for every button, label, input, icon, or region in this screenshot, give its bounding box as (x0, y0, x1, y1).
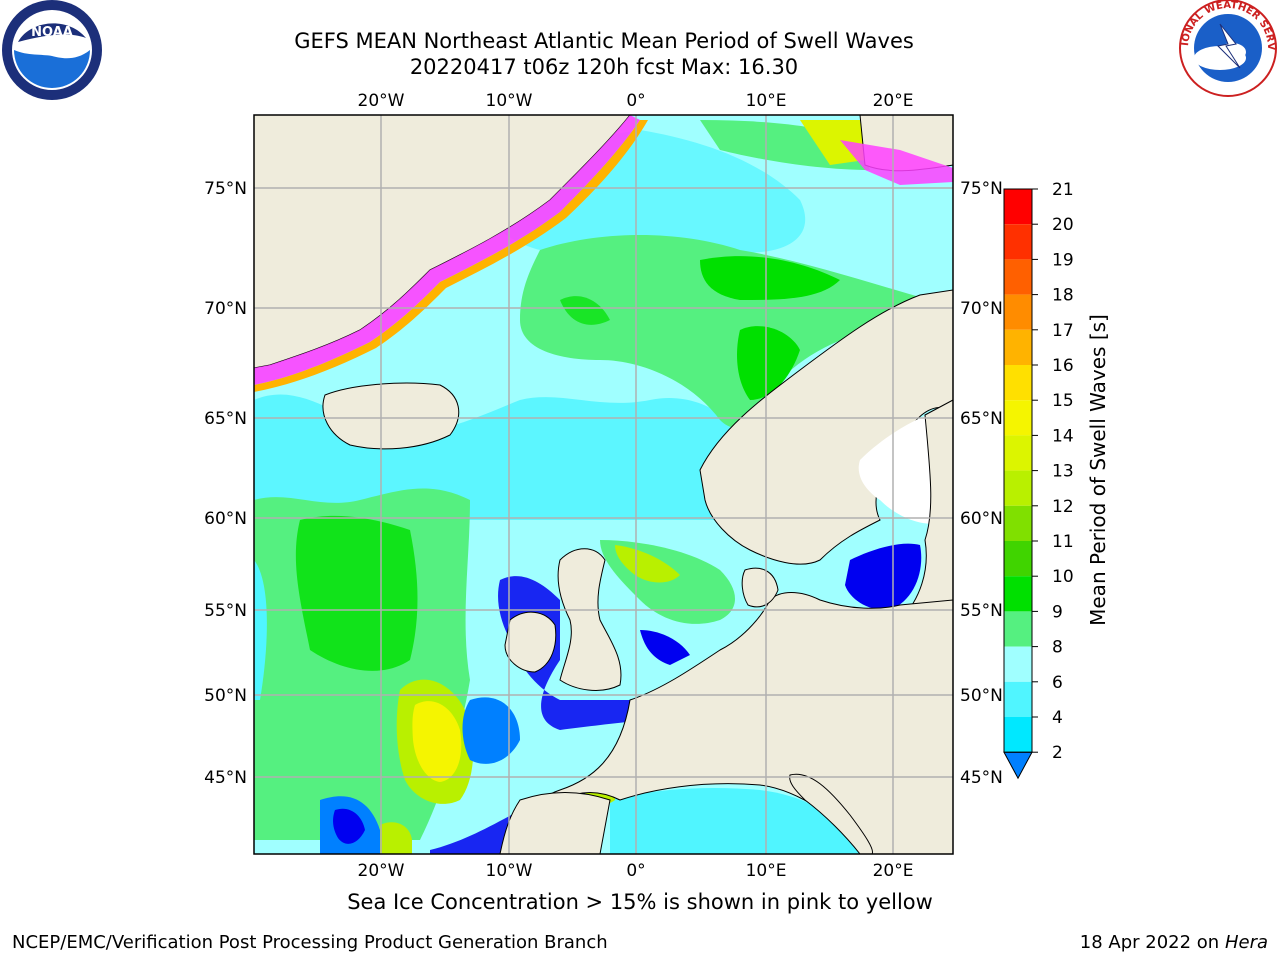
colorbar-swatch (1004, 294, 1032, 330)
lon-tick-top: 10°W (486, 91, 533, 111)
lat-tick-left: 50°N (204, 686, 247, 706)
colorbar-swatch (1004, 435, 1032, 471)
noaa-logo-text: NOAA (31, 25, 73, 40)
nws-logo: NATIONAL WEATHER SERVICE (0, 0, 1277, 97)
nws-logo-text: NATIONAL WEATHER SERVICE (0, 0, 1276, 51)
colorbar-swatch (1004, 505, 1032, 541)
colorbar-label: 16 (1052, 356, 1074, 376)
colorbar-extend-triangle (1003, 751, 1033, 780)
colorbar-label: 8 (1052, 638, 1063, 658)
lat-tick-right: 55°N (960, 601, 1003, 621)
map-title: GEFS MEAN Northeast Atlantic Mean Period… (294, 29, 914, 53)
lat-tick-right: 50°N (960, 686, 1003, 706)
lon-tick-bottom: 0° (626, 861, 645, 881)
lon-tick-top: 20°W (358, 91, 405, 111)
colorbar-swatch (1004, 329, 1032, 365)
lon-tick-top: 0° (626, 91, 645, 111)
lat-tick-left: 65°N (204, 409, 247, 429)
colorbar-label: 4 (1052, 708, 1063, 728)
noaa-logo: NOAA (2, 0, 102, 100)
lat-tick-left: 60°N (204, 509, 247, 529)
map-area (254, 115, 953, 854)
sea-ice-note: Sea Ice Concentration > 15% is shown in … (347, 890, 933, 914)
lat-tick-right: 65°N (960, 409, 1003, 429)
host-name: Hera (1224, 932, 1268, 953)
colorbar-label: 13 (1052, 462, 1074, 482)
colorbar-label: 21 (1052, 180, 1074, 200)
lat-tick-left: 45°N (204, 768, 247, 788)
lat-tick-right: 75°N (960, 179, 1003, 199)
colorbar-label: 19 (1052, 250, 1074, 270)
lat-tick-left: 70°N (204, 299, 247, 319)
colorbar-swatch (1004, 611, 1032, 647)
run-date: 18 Apr 2022 on Hera (1080, 932, 1268, 953)
colorbar-swatch (1004, 365, 1032, 401)
colorbar-label: 11 (1052, 532, 1074, 552)
lat-tick-left: 75°N (204, 179, 247, 199)
colorbar-swatch (1004, 576, 1032, 612)
lon-tick-bottom: 20°W (358, 861, 405, 881)
colorbar-label: 12 (1052, 497, 1074, 517)
colorbar-label: 17 (1052, 321, 1074, 341)
map-frame (253, 114, 954, 855)
colorbar-label: 6 (1052, 673, 1063, 693)
lon-tick-bottom: 10°E (746, 861, 787, 881)
colorbar-swatch (1004, 224, 1032, 260)
colorbar-label: 10 (1052, 567, 1074, 587)
map-subtitle: 20220417 t06z 120h fcst Max: 16.30 (409, 55, 799, 79)
lon-tick-top: 20°E (873, 91, 914, 111)
colorbar-label: 14 (1052, 426, 1074, 446)
lon-tick-top: 10°E (746, 91, 787, 111)
colorbar-swatch (1004, 717, 1032, 753)
colorbar-swatch (1004, 470, 1032, 506)
colorbar-swatch (1004, 681, 1032, 717)
lat-tick-right: 60°N (960, 509, 1003, 529)
colorbar-title: Mean Period of Swell Waves [s] (1086, 314, 1110, 626)
lat-tick-right: 45°N (960, 768, 1003, 788)
colorbar-label: 15 (1052, 391, 1074, 411)
colorbar: 21 20 19 18 17 16 15 14 13 12 11 10 9 8 6 4 2 (1003, 180, 1074, 780)
colorbar-swatch (1004, 400, 1032, 436)
producer-credit: NCEP/EMC/Verification Post Processing Pr… (12, 932, 608, 953)
lat-tick-right: 70°N (960, 299, 1003, 319)
lon-tick-bottom: 20°E (873, 861, 914, 881)
lat-tick-left: 55°N (204, 601, 247, 621)
colorbar-swatch (1004, 259, 1032, 295)
lon-tick-bottom: 10°W (486, 861, 533, 881)
colorbar-label: 20 (1052, 215, 1074, 235)
colorbar-label: 18 (1052, 286, 1074, 306)
colorbar-label: 9 (1052, 602, 1063, 622)
svg-text:NATIONAL WEATHER SERVICE: NATIONAL WEATHER SERVICE (0, 0, 1276, 51)
colorbar-swatch (1004, 189, 1032, 225)
colorbar-swatch (1004, 646, 1032, 682)
colorbar-label: 2 (1052, 743, 1063, 763)
run-date-text: 18 Apr 2022 on (1079, 932, 1225, 953)
colorbar-swatch (1004, 541, 1032, 577)
